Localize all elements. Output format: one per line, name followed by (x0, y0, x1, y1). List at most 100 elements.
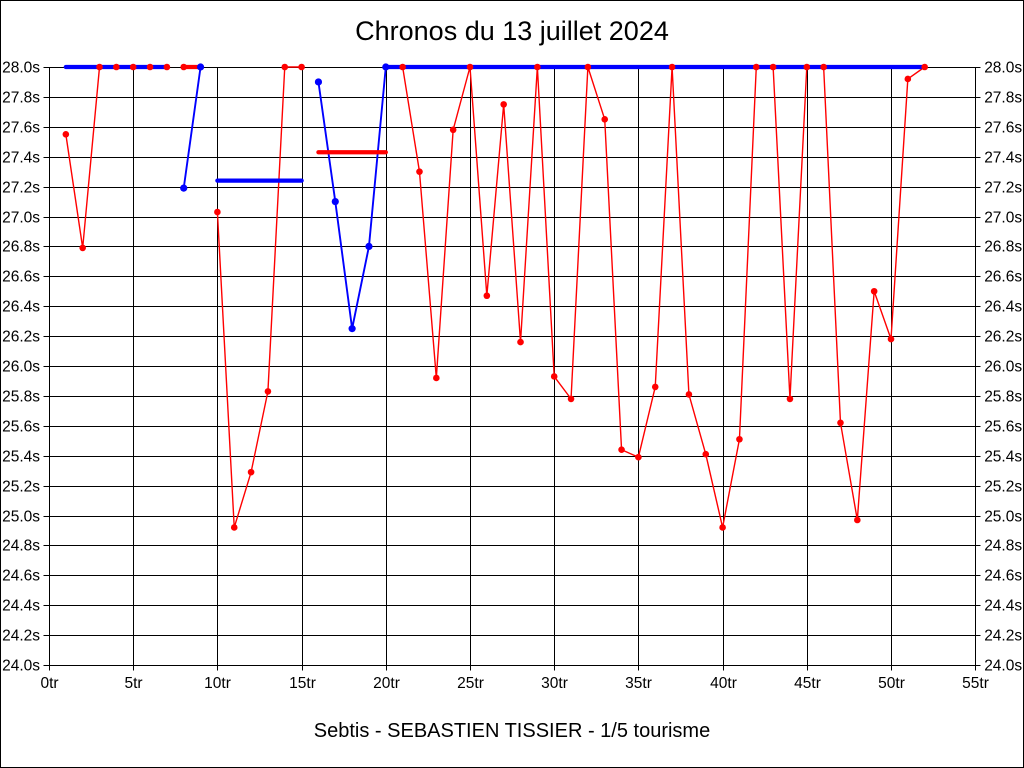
x-axis-label: 55tr (962, 675, 989, 692)
y-axis-label-left: 24.0s (2, 658, 40, 675)
red-lap-point (466, 63, 474, 71)
red-lap-lines (65, 66, 926, 529)
red-lap-point (601, 116, 609, 123)
red-lap-point (113, 63, 120, 71)
red-lap-point (298, 63, 305, 71)
red-lap-point (146, 63, 154, 71)
red-lap-point (550, 373, 558, 380)
y-axis-label-right: 24.0s (984, 658, 1022, 675)
red-lap-point (719, 524, 726, 531)
x-axis-label: 10tr (204, 675, 231, 692)
y-axis-label-left: 25.8s (2, 389, 40, 406)
red-lap-point (247, 468, 255, 476)
y-axis-label-right: 27.0s (984, 210, 1022, 227)
y-axis-label-right: 26.2s (984, 329, 1022, 346)
red-lap-dots (62, 63, 928, 531)
blue-lap-point (348, 325, 356, 333)
y-axis-label-right: 27.6s (984, 120, 1022, 137)
x-axis-label: 35tr (625, 675, 652, 692)
x-axis-label: 30tr (541, 675, 568, 692)
red-lap-point (870, 287, 878, 295)
blue-lap-point (314, 78, 323, 86)
red-lap-point (685, 391, 693, 398)
series-blue-laps-w (317, 66, 387, 330)
red-lap-point (702, 450, 710, 458)
y-axis-label-left: 24.6s (2, 568, 40, 585)
red-lap-point (500, 101, 507, 108)
blue-lap-point (331, 197, 339, 206)
page-title: Chronos du 13 juillet 2024 (355, 16, 669, 46)
y-axis-label-right: 25.4s (984, 449, 1022, 466)
y-axis-label-right: 27.4s (984, 150, 1022, 167)
red-lap-point (399, 63, 406, 71)
x-axis-label: 20tr (373, 675, 400, 692)
y-axis-label-right: 26.0s (984, 359, 1022, 376)
y-axis-label-right: 24.2s (984, 628, 1022, 645)
red-lap-point (584, 63, 592, 71)
red-lap-point (887, 335, 895, 343)
x-axis-label: 50tr (878, 675, 905, 692)
x-axis-label: 40tr (710, 675, 737, 692)
y-axis-label-left: 27.6s (2, 120, 40, 137)
red-lap-point (668, 63, 676, 71)
blue-lap-point (180, 184, 188, 192)
y-axis-label-right: 26.6s (984, 269, 1022, 286)
red-lap-point (736, 435, 743, 443)
y-axis-label-right: 28.0s (984, 60, 1022, 77)
red-lap-point (214, 208, 221, 216)
red-lap-point (264, 388, 272, 395)
red-lap-point (129, 63, 137, 71)
y-axis-label-left: 24.8s (2, 538, 40, 555)
y-axis-label-left: 25.2s (2, 479, 40, 496)
y-axis-label-right: 26.4s (984, 299, 1022, 316)
red-lap-point (534, 63, 541, 71)
red-lap-point (79, 244, 86, 252)
y-axis-label-right: 27.8s (984, 90, 1022, 107)
red-lap-point (651, 383, 659, 391)
y-axis-label-right: 26.8s (984, 239, 1022, 256)
x-axis-label: 25tr (457, 675, 484, 692)
driver-subtitle: Sebtis - SEBASTIEN TISSIER - 1/5 tourism… (313, 720, 711, 742)
red-lap-point (769, 63, 777, 71)
x-axis-label: 45tr (794, 675, 821, 692)
y-axis-label-right: 25.2s (984, 479, 1022, 496)
red-lap-point (433, 374, 440, 382)
blue-lap-point (382, 63, 390, 71)
y-axis-label-left: 26.6s (2, 269, 40, 286)
red-lap-point (281, 63, 289, 71)
y-axis-label-right: 24.8s (984, 538, 1022, 555)
y-axis-label-right: 25.6s (984, 419, 1022, 436)
red-lap-point (752, 63, 760, 71)
blue-lap-lines (182, 66, 387, 330)
y-axis-label-left: 25.4s (2, 449, 40, 466)
red-lap-point (803, 63, 811, 71)
y-axis-label-left: 26.2s (2, 329, 40, 346)
y-axis-label-left: 26.4s (2, 299, 40, 316)
red-lap-point (635, 453, 642, 461)
y-axis-label-right: 25.8s (984, 389, 1022, 406)
blue-lap-point (196, 63, 205, 71)
y-axis-label-left: 27.0s (2, 210, 40, 227)
red-lap-point (163, 63, 171, 71)
y-axis-label-left: 24.4s (2, 598, 40, 615)
y-axis-label-left: 25.0s (2, 509, 40, 526)
red-lap-point (416, 168, 423, 175)
y-axis-label-left: 25.6s (2, 419, 40, 436)
red-lap-point (96, 63, 103, 71)
y-axis-label-right: 25.0s (984, 509, 1022, 526)
blue-lap-dots (180, 63, 390, 333)
average-bars (63, 64, 927, 183)
y-axis-label-right: 27.2s (984, 180, 1022, 197)
red-lap-point (854, 516, 861, 524)
blue-lap-point (365, 242, 373, 250)
red-lap-point (180, 63, 188, 71)
series-blue-laps-v (182, 66, 202, 190)
y-axis-label-left: 28.0s (2, 60, 40, 77)
series-red-laps-stint-2 (216, 66, 303, 529)
y-axis-label-left: 27.2s (2, 180, 40, 197)
y-axis-label-left: 27.8s (2, 90, 40, 107)
y-axis-label-left: 26.0s (2, 359, 40, 376)
y-axis-label-right: 24.6s (984, 568, 1022, 585)
